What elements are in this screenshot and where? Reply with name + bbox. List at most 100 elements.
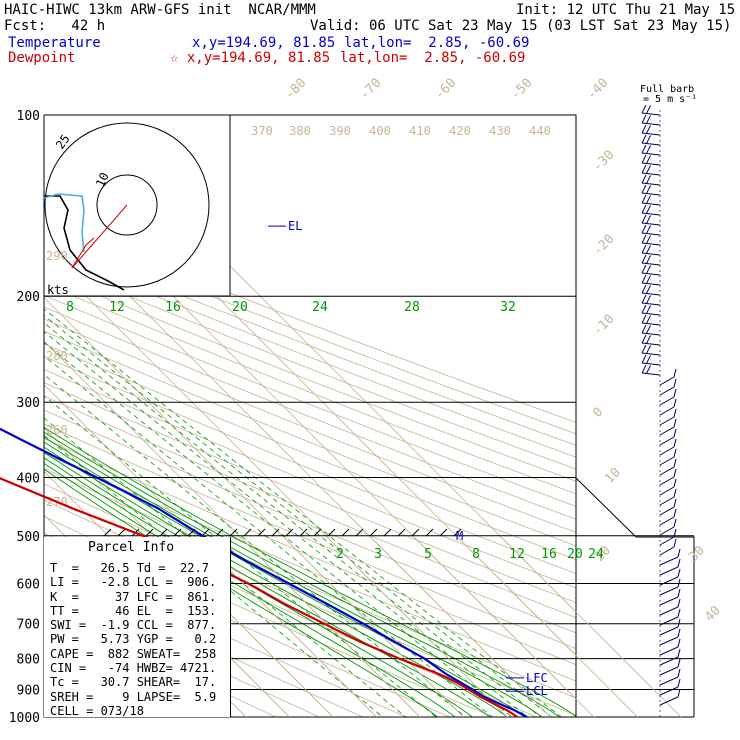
hatch-mark xyxy=(327,528,336,537)
wind-barb-flag xyxy=(673,378,677,388)
theta-label: 400 xyxy=(369,124,391,138)
hatch-mark xyxy=(271,528,280,537)
wind-barb-flag xyxy=(677,628,681,638)
wind-barb-flag xyxy=(673,388,677,398)
hodograph-ring-label: 10 xyxy=(93,170,112,189)
dry-adiabat xyxy=(44,306,576,520)
wind-barb-flag xyxy=(646,205,651,214)
dry-adiabat xyxy=(44,249,576,458)
isotherm-label: 40 xyxy=(702,603,724,625)
wind-barb-shaft xyxy=(659,666,679,676)
hatch-mark xyxy=(439,528,448,537)
wind-barb-flag xyxy=(677,598,681,608)
mixing-ratio-label: 32 xyxy=(500,300,516,315)
wind-barb-flag xyxy=(641,184,647,194)
wind-barb-shaft xyxy=(641,112,661,116)
wind-barb-shaft xyxy=(641,122,661,126)
level-marker-label: LFC xyxy=(526,671,548,685)
wind-barb-flag xyxy=(646,115,651,124)
hatch-mark xyxy=(299,528,308,537)
wind-barb-flag xyxy=(641,294,647,304)
isotherm-label: -40 xyxy=(584,76,611,103)
wind-barb-flag xyxy=(646,255,651,264)
hodograph-ring-label: 25 xyxy=(53,132,73,152)
wind-barb-shaft xyxy=(641,152,661,156)
shear-vector xyxy=(71,237,95,269)
temperature-legend-label: Temperature xyxy=(8,35,101,51)
parcel-info-row: T = 26.5 Td = 22.7 xyxy=(50,561,209,575)
wind-barb-shaft xyxy=(659,616,679,626)
wind-barb-flag xyxy=(677,658,681,668)
theta-label: 370 xyxy=(251,124,273,138)
dry-adiabat xyxy=(44,368,576,589)
wind-barb-flag xyxy=(673,508,677,518)
wind-barb-shaft xyxy=(641,352,661,356)
mixing-ratio-label: 8 xyxy=(66,300,74,315)
theta-label: 420 xyxy=(449,124,471,138)
wind-barb-shaft xyxy=(659,656,679,666)
dry-adiabat xyxy=(44,452,576,682)
wind-barb-flag xyxy=(641,134,647,144)
wind-barb-flag xyxy=(641,174,647,184)
mixing-ratio-line xyxy=(44,341,513,717)
dry-adiabat xyxy=(44,586,321,717)
wind-barb-flag xyxy=(641,334,647,344)
wind-barb-shaft xyxy=(659,446,675,456)
wind-barb-flag xyxy=(641,204,647,214)
parcel-info-panel: Parcel Info T = 26.5 Td = 22.7 LI = -2.8 … xyxy=(44,537,231,718)
wind-barb-flag xyxy=(646,365,651,374)
dewpoint-trace xyxy=(0,477,519,718)
wind-barb-flag xyxy=(646,305,651,314)
wind-barb-flag xyxy=(673,398,677,408)
valid-time: Valid: 06 UTC Sat 23 May 15 (03 LST Sat … xyxy=(310,18,732,34)
dry-adiabat xyxy=(44,409,576,634)
wind-barb-flag xyxy=(677,588,681,598)
wind-barb-flag xyxy=(641,234,647,244)
pressure-label: 300 xyxy=(17,396,40,411)
wind-barb-shaft xyxy=(659,416,675,426)
isotherm-label: -10 xyxy=(590,312,617,339)
wind-barb-shaft xyxy=(659,456,675,466)
temperature-latlon: lat,lon= 2.85, -60.69 xyxy=(344,35,530,51)
wind-barb-flag xyxy=(673,478,677,488)
isotherm-label: -20 xyxy=(590,232,617,259)
wind-barb-flag xyxy=(677,668,681,678)
extended-isotherm xyxy=(282,537,465,717)
wind-barb-flag xyxy=(673,438,677,448)
parcel-info-row: TT = 46 EL = 153. xyxy=(50,603,217,618)
mixing-ratio-label: 28 xyxy=(404,300,420,315)
wind-barb-flag xyxy=(641,124,647,134)
wind-barb-flag xyxy=(646,295,651,304)
wind-barb-flag xyxy=(641,344,647,354)
wind-barb-flag xyxy=(677,568,681,578)
wind-barb-shaft xyxy=(659,526,675,536)
wind-barb-shaft xyxy=(659,586,679,596)
theta-label: 440 xyxy=(529,124,551,138)
extended-isotherm xyxy=(500,537,682,717)
wind-barb-flag xyxy=(646,245,651,254)
theta-label: 430 xyxy=(489,124,511,138)
wind-barb-shaft xyxy=(659,626,679,636)
wind-barb-flag xyxy=(646,335,651,344)
wind-barb-shaft xyxy=(659,686,679,696)
wind-barb-flag xyxy=(646,145,651,154)
dry-adiabat xyxy=(44,355,576,575)
theta-label: 390 xyxy=(329,124,351,138)
parcel-info-title: Parcel Info xyxy=(88,540,175,555)
parcel-info-row: PW = 5.73 YGP = 0.2 xyxy=(50,632,217,647)
pressure-label: 400 xyxy=(17,471,40,486)
parcel-info-row: SWI = -1.9 CCL = 877. xyxy=(50,618,217,633)
mixing-ratio-label: 16 xyxy=(541,547,557,562)
wind-barb-shaft xyxy=(659,436,675,446)
mixing-ratio-label: 3 xyxy=(374,547,382,562)
wind-barb-flag xyxy=(646,175,651,184)
wind-barb-flag xyxy=(646,185,651,194)
isotherm xyxy=(0,115,41,730)
isotherm-label: 10 xyxy=(602,465,624,487)
wind-barb-shaft xyxy=(659,636,679,646)
dry-adiabat xyxy=(44,438,576,666)
wind-barb-shaft xyxy=(659,396,675,406)
mixing-ratio-label: 12 xyxy=(109,300,125,315)
wind-barb-flag xyxy=(673,418,677,428)
isotherm-label: -30 xyxy=(590,148,617,175)
